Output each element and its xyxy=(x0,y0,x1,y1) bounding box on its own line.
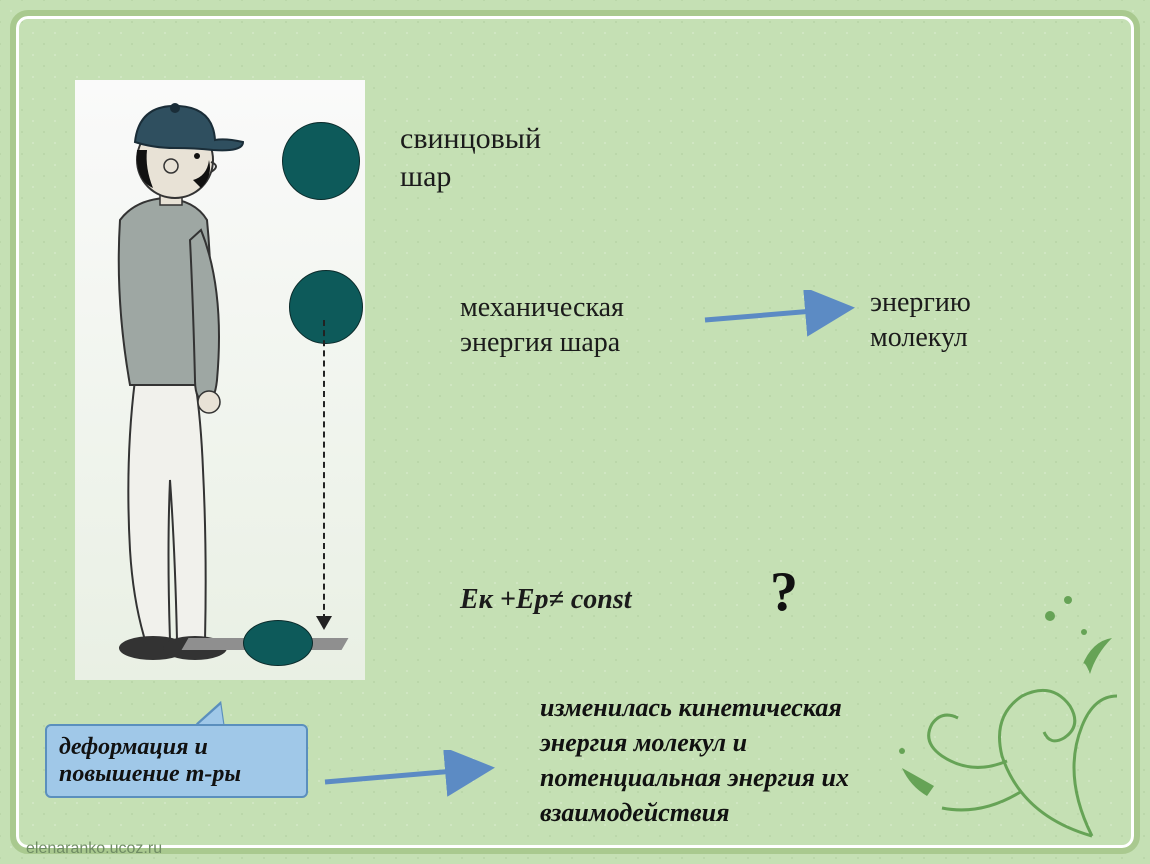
callout-line1: деформация и xyxy=(59,734,294,761)
conclusion-line3: потенциальная энергия их xyxy=(540,760,849,795)
trajectory-arrowhead xyxy=(316,616,332,630)
watermark-text: elenaranko.ucoz.ru xyxy=(26,840,162,858)
deformation-callout: деформация и повышение т-ры xyxy=(45,724,308,798)
ball-top xyxy=(282,122,360,200)
callout-line2: повышение т-ры xyxy=(59,761,294,788)
ball-mid xyxy=(289,270,363,344)
figure-panel xyxy=(75,80,365,680)
mol-energy-line2: молекул xyxy=(870,320,971,355)
mech-energy-line1: механическая xyxy=(460,290,624,325)
conclusion-line4: взаимодействия xyxy=(540,795,849,830)
conclusion-line1: изменилась кинетическая xyxy=(540,690,849,725)
ball-title: свинцовый шар xyxy=(400,120,541,195)
mol-energy-line1: энергию xyxy=(870,285,971,320)
conclusion-line2: энергия молекул и xyxy=(540,725,849,760)
mech-energy-label: механическая энергия шара xyxy=(460,290,624,360)
arrow-to-molecules xyxy=(700,290,870,340)
arrow-to-conclusion xyxy=(320,750,510,800)
mol-energy-label: энергию молекул xyxy=(870,285,971,355)
slide-canvas: свинцовый шар механическая энергия шара … xyxy=(0,0,1150,864)
ball-bottom xyxy=(243,620,313,666)
formula-text: Ек +Ер≠ const xyxy=(460,582,632,617)
question-mark: ? xyxy=(770,560,798,624)
ball-trajectory xyxy=(323,320,325,620)
conclusion-text: изменилась кинетическая энергия молекул … xyxy=(540,690,849,830)
decor-swirl xyxy=(832,546,1132,846)
ball-title-line2: шар xyxy=(400,158,541,196)
ball-title-line1: свинцовый xyxy=(400,120,541,158)
mech-energy-line2: энергия шара xyxy=(460,325,624,360)
